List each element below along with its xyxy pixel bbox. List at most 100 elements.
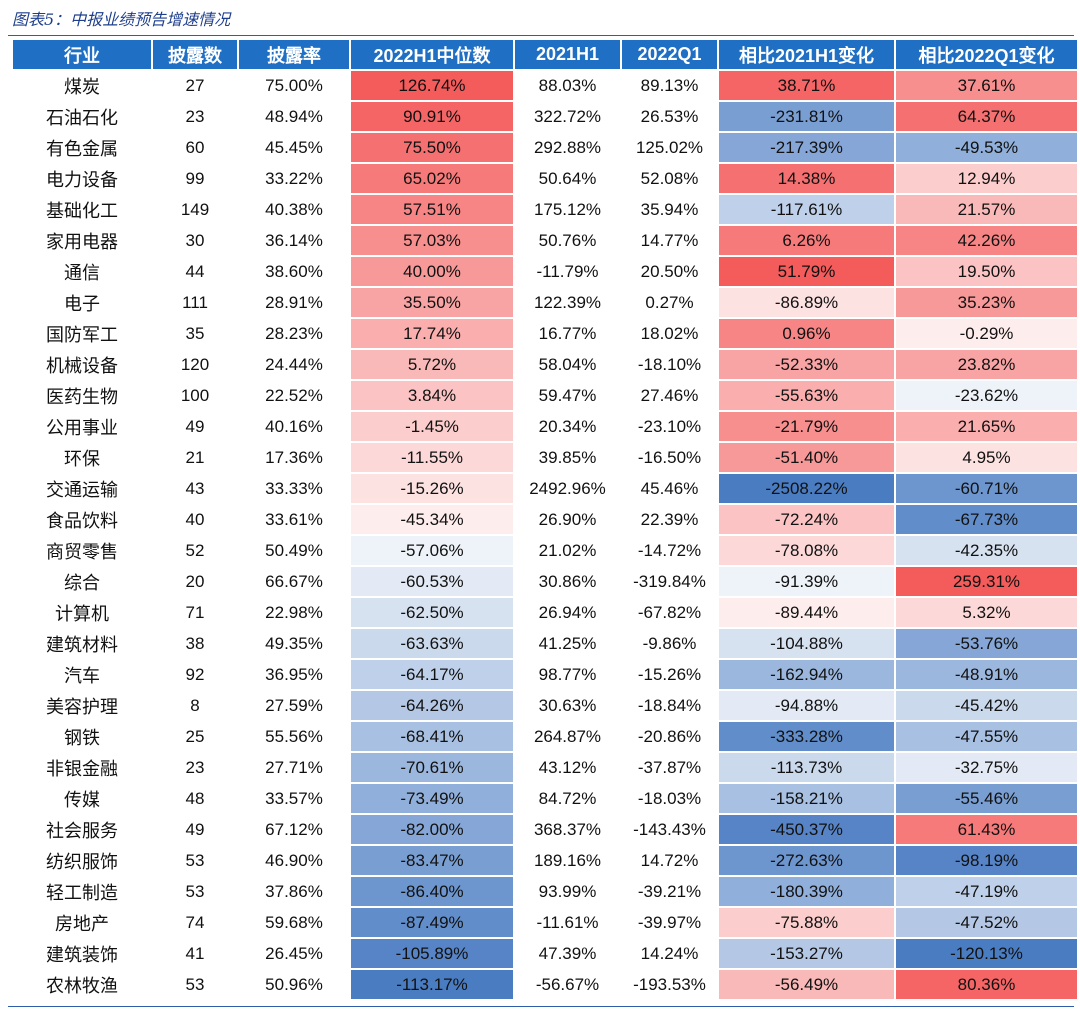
industry-cell: 建筑材料 <box>13 629 151 658</box>
table-row: 基础化工 149 40.38% 57.51% 175.12% 35.94% -117.61%… <box>13 195 1077 224</box>
h1-2022-median-cell: 35.50% <box>351 288 513 317</box>
industry-cell: 医药生物 <box>13 381 151 410</box>
vs-2022q1-change-cell: 12.94% <box>896 164 1077 193</box>
table-row: 环保 21 17.36% -11.55% 39.85% -16.50% -51.40% 4.9… <box>13 443 1077 472</box>
table-row: 交通运输 43 33.33% -15.26% 2492.96% 45.46% -2508.2… <box>13 474 1077 503</box>
vs-2022q1-change-cell: -49.53% <box>896 133 1077 162</box>
h1-2022-median-cell: 126.74% <box>351 71 513 100</box>
vs-2022q1-change-cell: -67.73% <box>896 505 1077 534</box>
industry-cell: 商贸零售 <box>13 536 151 565</box>
table-row: 电力设备 99 33.22% 65.02% 50.64% 52.08% 14.38% 12.9… <box>13 164 1077 193</box>
rate-cell: 49.35% <box>239 629 349 658</box>
vs-2022q1-change-cell: 4.95% <box>896 443 1077 472</box>
table-row: 美容护理 8 27.59% -64.26% 30.63% -18.84% -94.88% -4… <box>13 691 1077 720</box>
h1-2021-cell: 93.99% <box>515 877 620 906</box>
h1-2022-median-cell: -68.41% <box>351 722 513 751</box>
industry-cell: 通信 <box>13 257 151 286</box>
rate-cell: 50.49% <box>239 536 349 565</box>
h1-2021-cell: 50.76% <box>515 226 620 255</box>
vs-2022q1-change-cell: 19.50% <box>896 257 1077 286</box>
industry-cell: 社会服务 <box>13 815 151 844</box>
industry-cell: 钢铁 <box>13 722 151 751</box>
q1-2022-cell: 0.27% <box>622 288 717 317</box>
q1-2022-cell: -9.86% <box>622 629 717 658</box>
vs-2021h1-change-cell: -89.44% <box>719 598 894 627</box>
industry-cell: 石油石化 <box>13 102 151 131</box>
vs-2022q1-change-cell: 5.32% <box>896 598 1077 627</box>
q1-2022-cell: -23.10% <box>622 412 717 441</box>
h1-2021-cell: 88.03% <box>515 71 620 100</box>
count-cell: 27 <box>153 71 237 100</box>
table-row: 房地产 74 59.68% -87.49% -11.61% -39.97% -75.88% -… <box>13 908 1077 937</box>
h1-2022-median-cell: -64.17% <box>351 660 513 689</box>
industry-cell: 传媒 <box>13 784 151 813</box>
count-cell: 41 <box>153 939 237 968</box>
vs-2021h1-change-cell: 14.38% <box>719 164 894 193</box>
industry-cell: 食品饮料 <box>13 505 151 534</box>
q1-2022-cell: -14.72% <box>622 536 717 565</box>
h1-2021-cell: 20.34% <box>515 412 620 441</box>
q1-2022-cell: 27.46% <box>622 381 717 410</box>
vs-2022q1-change-cell: -55.46% <box>896 784 1077 813</box>
top-rule <box>8 35 1074 36</box>
vs-2022q1-change-cell: 37.61% <box>896 71 1077 100</box>
industry-cell: 房地产 <box>13 908 151 937</box>
q1-2022-cell: -39.97% <box>622 908 717 937</box>
q1-2022-cell: -319.84% <box>622 567 717 596</box>
rate-cell: 66.67% <box>239 567 349 596</box>
count-cell: 20 <box>153 567 237 596</box>
h1-2022-median-cell: -62.50% <box>351 598 513 627</box>
h1-2021-cell: 122.39% <box>515 288 620 317</box>
industry-cell: 环保 <box>13 443 151 472</box>
count-cell: 48 <box>153 784 237 813</box>
h1-2022-median-cell: -86.40% <box>351 877 513 906</box>
h1-2021-cell: 58.04% <box>515 350 620 379</box>
vs-2022q1-change-cell: 21.57% <box>896 195 1077 224</box>
vs-2022q1-change-cell: 21.65% <box>896 412 1077 441</box>
vs-2021h1-change-cell: -21.79% <box>719 412 894 441</box>
h1-2022-median-cell: -113.17% <box>351 970 513 999</box>
industry-cell: 汽车 <box>13 660 151 689</box>
rate-cell: 40.16% <box>239 412 349 441</box>
h1-2021-cell: 26.94% <box>515 598 620 627</box>
industry-cell: 农林牧渔 <box>13 970 151 999</box>
rate-cell: 37.86% <box>239 877 349 906</box>
industry-cell: 国防军工 <box>13 319 151 348</box>
h1-2021-cell: 322.72% <box>515 102 620 131</box>
vs-2022q1-change-cell: -0.29% <box>896 319 1077 348</box>
h1-2021-cell: 16.77% <box>515 319 620 348</box>
rate-cell: 27.59% <box>239 691 349 720</box>
rate-cell: 40.38% <box>239 195 349 224</box>
h1-2022-median-cell: -83.47% <box>351 846 513 875</box>
table-row: 电子 111 28.91% 35.50% 122.39% 0.27% -86.89% 35.2… <box>13 288 1077 317</box>
h1-2021-cell: 98.77% <box>515 660 620 689</box>
vs-2021h1-change-cell: -72.24% <box>719 505 894 534</box>
h1-2022-median-cell: -1.45% <box>351 412 513 441</box>
rate-cell: 28.91% <box>239 288 349 317</box>
count-cell: 35 <box>153 319 237 348</box>
q1-2022-cell: -67.82% <box>622 598 717 627</box>
rate-cell: 45.45% <box>239 133 349 162</box>
vs-2022q1-change-cell: -23.62% <box>896 381 1077 410</box>
vs-2021h1-change-cell: -86.89% <box>719 288 894 317</box>
table-row: 纺织服饰 53 46.90% -83.47% 189.16% 14.72% -272.63%… <box>13 846 1077 875</box>
count-cell: 120 <box>153 350 237 379</box>
count-cell: 30 <box>153 226 237 255</box>
q1-2022-cell: -39.21% <box>622 877 717 906</box>
rate-header: 披露率 <box>239 40 349 69</box>
count-cell: 100 <box>153 381 237 410</box>
h1-2021-cell: 292.88% <box>515 133 620 162</box>
vs-2021h1-change-cell: -180.39% <box>719 877 894 906</box>
count-cell: 111 <box>153 288 237 317</box>
rate-cell: 22.98% <box>239 598 349 627</box>
h1-2021-header: 2021H1 <box>515 40 620 69</box>
h1-2022-median-cell: -73.49% <box>351 784 513 813</box>
industry-cell: 纺织服饰 <box>13 846 151 875</box>
h1-2022-median-cell: 65.02% <box>351 164 513 193</box>
count-cell: 149 <box>153 195 237 224</box>
count-cell: 25 <box>153 722 237 751</box>
vs-2022q1-change-cell: 80.36% <box>896 970 1077 999</box>
vs-2021h1-change-cell: -217.39% <box>719 133 894 162</box>
header-row: 行业 披露数 披露率 2022H1中位数 2021H1 2022Q1 相比2021H1变化相… <box>13 40 1077 69</box>
industry-cell: 电力设备 <box>13 164 151 193</box>
